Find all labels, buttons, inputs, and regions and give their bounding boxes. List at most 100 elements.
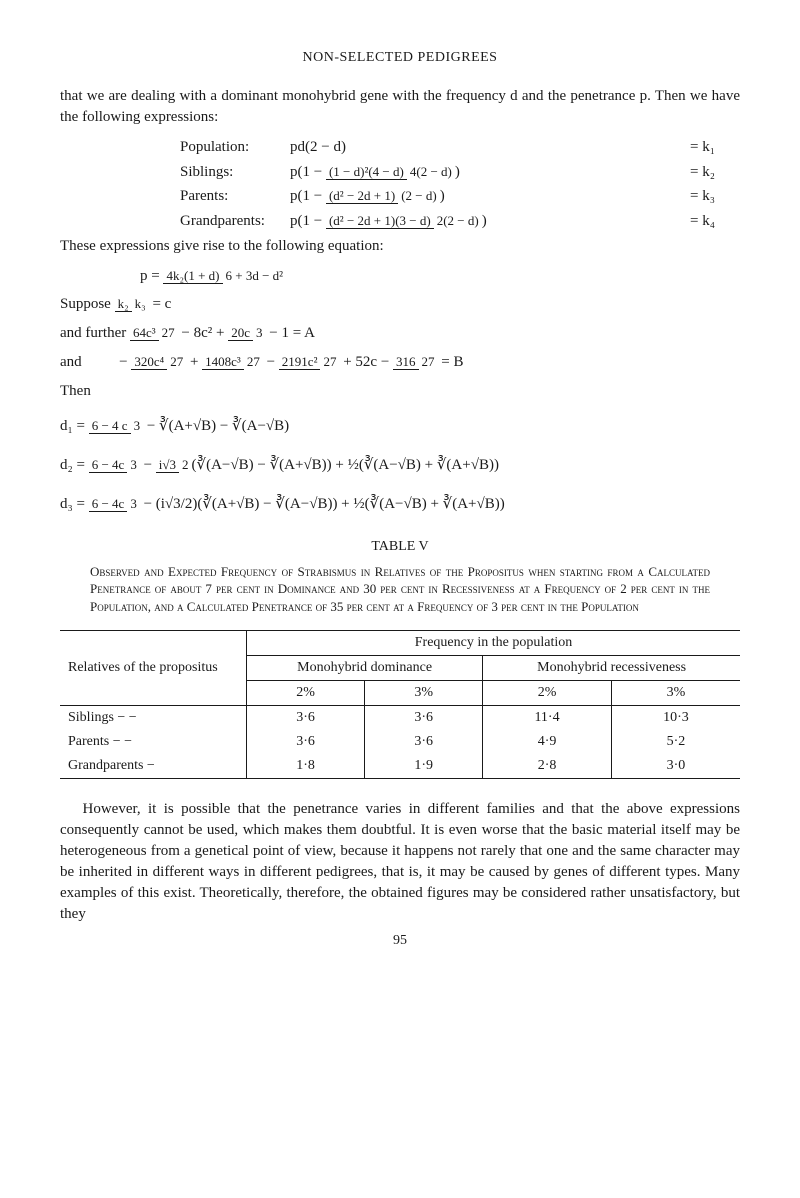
numerator: (d² − 2d + 1) — [326, 188, 398, 204]
col-2pct: 2% — [247, 681, 365, 706]
eq-expr: pd(2 − d) — [290, 136, 690, 159]
table-row: Grandparents − 1·8 1·9 2·8 3·0 — [60, 754, 740, 779]
numerator: (d² − 2d + 1)(3 − d) — [326, 213, 434, 229]
prefix: Suppose — [60, 296, 115, 312]
suffix: = c — [149, 296, 172, 312]
denominator: 4(2 − d) — [407, 164, 455, 179]
denominator: 3 — [127, 457, 140, 472]
col-dominance: Monohybrid dominance — [247, 656, 483, 681]
denominator: 6 + 3d − d² — [223, 268, 287, 283]
suffix: ) — [482, 213, 487, 229]
prefix: p(1 − — [290, 213, 326, 229]
d3-row: d₃ = 6 − 4c3 − (i√3/2)(∛(A+√B) − ∛(A−√B)… — [60, 488, 740, 521]
denominator: 3 — [253, 325, 266, 340]
cell-value: 10·3 — [611, 706, 740, 731]
numerator: (1 − d)²(4 − d) — [326, 164, 407, 180]
mid: + 52c − — [339, 354, 393, 370]
page-header: NON-SELECTED PEDIGREES — [60, 50, 740, 66]
numerator: 4k₂(1 + d) — [163, 268, 222, 284]
table-header-row: Relatives of the propositus Frequency in… — [60, 631, 740, 656]
cell-value: 1·8 — [247, 754, 365, 779]
numerator: 1408c³ — [202, 354, 244, 370]
denominator: 3 — [127, 496, 140, 511]
numerator: 64c³ — [130, 325, 159, 341]
expression-block: Population: pd(2 − d) = k₁ Siblings: p(1… — [180, 136, 740, 232]
numerator: 20c — [228, 325, 253, 341]
paragraph-3: However, it is possible that the penetra… — [60, 799, 740, 925]
suffix: ) — [455, 164, 460, 180]
table-row: Siblings − − 3·6 3·6 11·4 10·3 — [60, 706, 740, 731]
fraction: 31627 — [393, 355, 438, 369]
d1-row: d₁ = 6 − 4 c3 − ∛(A+√B) − ∛(A−√B) — [60, 410, 740, 443]
numerator: k₂ — [115, 296, 132, 312]
table-label: TABLE V — [60, 539, 740, 555]
prefix: and further — [60, 325, 130, 341]
rest: − ∛(A+√B) − ∛(A−√B) — [143, 418, 289, 434]
suffix: = B — [438, 354, 464, 370]
col-2pct: 2% — [483, 681, 612, 706]
rest: − (i√3/2)(∛(A+√B) − ∛(A−√B)) + ½(∛(A−√B)… — [140, 496, 505, 512]
fraction: 20c3 — [228, 326, 265, 340]
lhs: d₂ = — [60, 457, 89, 473]
cell-value: 4·9 — [483, 730, 612, 754]
table-description: Observed and Expected Frequency of Strab… — [90, 563, 710, 616]
suffix: ) — [440, 188, 445, 204]
denominator: 27 — [167, 354, 186, 369]
paragraph-2: These expressions give rise to the follo… — [60, 236, 740, 257]
cell-value: 3·6 — [365, 706, 483, 731]
cell-label: Parents − − — [60, 730, 247, 754]
denominator: 27 — [159, 325, 178, 340]
eq-parents: Parents: p(1 − (d² − 2d + 1)(2 − d)) = k… — [180, 185, 740, 208]
frequency-table: Relatives of the propositus Frequency in… — [60, 630, 740, 779]
eq-expr: p(1 − (d² − 2d + 1)(2 − d)) — [290, 185, 690, 208]
mid: − — [263, 354, 279, 370]
prefix: p(1 − — [290, 188, 326, 204]
eq-population: Population: pd(2 − d) = k₁ — [180, 136, 740, 159]
eq-label: Parents: — [180, 185, 290, 208]
fraction: 2191c²27 — [279, 355, 340, 369]
paragraph-1: that we are dealing with a dominant mono… — [60, 86, 740, 128]
denominator: 2(2 − d) — [434, 213, 482, 228]
denominator: 27 — [419, 354, 438, 369]
prefix: p(1 − — [290, 164, 326, 180]
fraction: 6 − 4 c3 — [89, 419, 143, 433]
numerator: 6 − 4 c — [89, 418, 131, 434]
page-number: 95 — [60, 933, 740, 949]
table-row: Parents − − 3·6 3·6 4·9 5·2 — [60, 730, 740, 754]
further-line: and further 64c³27 − 8c² + 20c3 − 1 = A — [60, 323, 740, 344]
then-label: Then — [60, 381, 740, 402]
col-relatives: Relatives of the propositus — [60, 631, 247, 706]
cell-value: 5·2 — [611, 730, 740, 754]
p-equation: p = 4k₂(1 + d)6 + 3d − d² — [140, 265, 740, 288]
cell-value: 11·4 — [483, 706, 612, 731]
fraction: 6 − 4c3 — [89, 497, 140, 511]
denominator: 27 — [244, 354, 263, 369]
and-line: and − 320c⁴27 + 1408c³27 − 2191c²27 + 52… — [60, 352, 740, 373]
cell-value: 3·6 — [247, 730, 365, 754]
fraction: i√32 — [156, 458, 192, 472]
denominator: k₃ — [132, 296, 149, 311]
cell-value: 3·0 — [611, 754, 740, 779]
denominator: 2 — [179, 457, 192, 472]
col-3pct: 3% — [365, 681, 483, 706]
eq-expr: p(1 − (1 − d)²(4 − d)4(2 − d)) — [290, 161, 690, 184]
fraction: k₂k₃ — [115, 297, 149, 311]
d2-row: d₂ = 6 − 4c3 − i√32(∛(A−√B) − ∛(A+√B)) +… — [60, 449, 740, 482]
eq-grandparents: Grandparents: p(1 − (d² − 2d + 1)(3 − d)… — [180, 210, 740, 233]
fraction: (1 − d)²(4 − d)4(2 − d) — [326, 165, 455, 179]
col-recessiveness: Monohybrid recessiveness — [483, 656, 740, 681]
cell-value: 3·6 — [247, 706, 365, 731]
denominator: (2 − d) — [398, 188, 440, 203]
numerator: 6 − 4c — [89, 496, 128, 512]
d-equations: d₁ = 6 − 4 c3 − ∛(A+√B) − ∛(A−√B) d₂ = 6… — [60, 410, 740, 521]
eq-rhs: = k₁ — [690, 136, 740, 159]
cell-value: 2·8 — [483, 754, 612, 779]
mid: − — [140, 457, 156, 473]
denominator: 27 — [320, 354, 339, 369]
eq-rhs: = k₂ — [690, 161, 740, 184]
fraction: 4k₂(1 + d)6 + 3d − d² — [163, 269, 286, 283]
fraction: (d² − 2d + 1)(3 − d)2(2 − d) — [326, 214, 482, 228]
fraction: (d² − 2d + 1)(2 − d) — [326, 189, 440, 203]
cell-value: 3·6 — [365, 730, 483, 754]
numerator: i√3 — [156, 457, 179, 473]
